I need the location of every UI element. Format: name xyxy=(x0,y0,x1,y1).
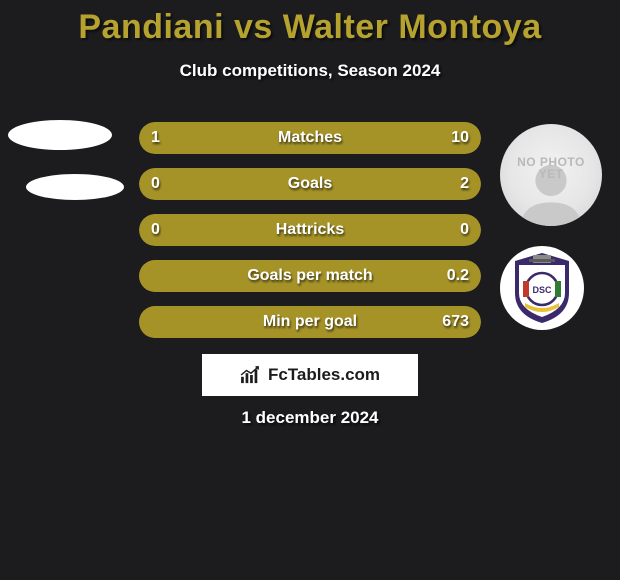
page-title: Pandiani vs Walter Montoya xyxy=(0,0,620,47)
stat-label: Min per goal xyxy=(139,306,481,338)
photo-placeholder-ellipse xyxy=(8,120,112,150)
player-photo-placeholder: NO PHOTO YET xyxy=(500,124,602,226)
bar-chart-icon xyxy=(240,366,262,384)
stat-value-left: 0 xyxy=(151,214,160,246)
no-photo-label: NO PHOTO YET xyxy=(500,156,602,180)
stat-value-right: 2 xyxy=(460,168,469,200)
page-subtitle: Club competitions, Season 2024 xyxy=(0,61,620,81)
comparison-card: Pandiani vs Walter Montoya Club competit… xyxy=(0,0,620,580)
stat-value-right: 10 xyxy=(451,122,469,154)
club-badge-icon: DSC xyxy=(511,251,573,325)
club-placeholder-ellipse xyxy=(26,174,124,200)
stat-label: Matches xyxy=(139,122,481,154)
stat-row: Min per goal673 xyxy=(139,306,481,338)
brand-box: FcTables.com xyxy=(202,354,418,396)
stat-row: Goals0 2 xyxy=(139,168,481,200)
brand-text: FcTables.com xyxy=(268,365,380,385)
svg-text:DSC: DSC xyxy=(532,285,552,295)
stat-row: Matches1 10 xyxy=(139,122,481,154)
club-badge-circle: DSC xyxy=(500,246,584,330)
stat-label: Hattricks xyxy=(139,214,481,246)
stat-row: Hattricks0 0 xyxy=(139,214,481,246)
player-right-column: NO PHOTO YET DSC xyxy=(500,124,602,330)
stat-value-left: 0 xyxy=(151,168,160,200)
player-left-column xyxy=(8,120,124,200)
stat-value-left: 1 xyxy=(151,122,160,154)
date-label: 1 december 2024 xyxy=(0,408,620,428)
stat-label: Goals xyxy=(139,168,481,200)
stat-value-right: 0.2 xyxy=(447,260,469,292)
stat-label: Goals per match xyxy=(139,260,481,292)
stat-value-right: 0 xyxy=(460,214,469,246)
stat-rows: Matches110Goals02Hattricks00Goals per ma… xyxy=(139,122,481,352)
stat-value-right: 673 xyxy=(442,306,469,338)
stat-row: Goals per match0.2 xyxy=(139,260,481,292)
